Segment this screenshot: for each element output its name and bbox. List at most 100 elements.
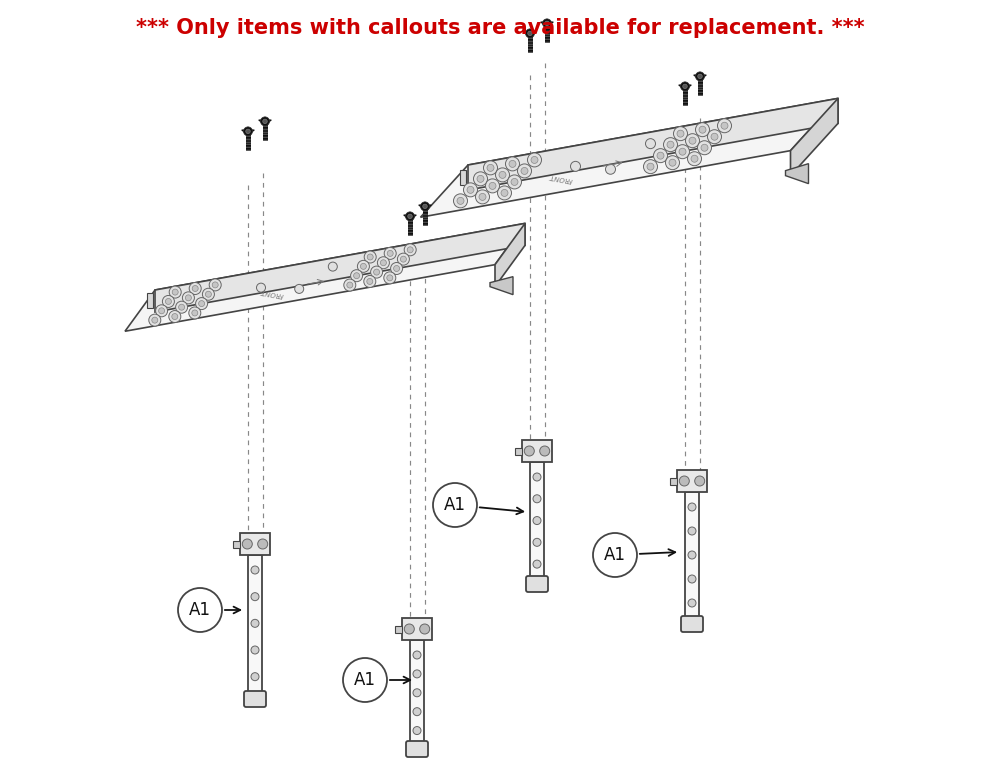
Polygon shape — [420, 98, 838, 218]
Polygon shape — [694, 75, 706, 78]
Circle shape — [498, 186, 512, 200]
Circle shape — [169, 311, 181, 322]
Circle shape — [251, 673, 259, 681]
Circle shape — [657, 152, 664, 159]
Polygon shape — [541, 22, 553, 25]
Circle shape — [172, 314, 178, 320]
Circle shape — [165, 298, 171, 305]
Circle shape — [464, 183, 478, 197]
Circle shape — [178, 588, 222, 632]
Circle shape — [457, 198, 464, 205]
Circle shape — [407, 247, 413, 253]
Circle shape — [152, 317, 158, 323]
Circle shape — [644, 160, 658, 174]
Circle shape — [413, 707, 421, 716]
Circle shape — [654, 148, 668, 163]
Circle shape — [413, 670, 421, 678]
Circle shape — [176, 301, 188, 313]
Circle shape — [384, 248, 396, 259]
Polygon shape — [419, 205, 431, 208]
Circle shape — [679, 476, 689, 486]
Polygon shape — [242, 130, 254, 134]
Circle shape — [364, 251, 376, 263]
Bar — [515, 448, 522, 454]
Circle shape — [400, 256, 406, 262]
Bar — [677, 470, 707, 492]
Circle shape — [433, 483, 477, 527]
Circle shape — [511, 178, 518, 185]
Circle shape — [688, 599, 696, 607]
Circle shape — [159, 308, 165, 314]
Circle shape — [499, 171, 506, 178]
Polygon shape — [460, 170, 466, 185]
Circle shape — [256, 283, 266, 292]
Circle shape — [413, 651, 421, 659]
Polygon shape — [679, 85, 691, 88]
Circle shape — [698, 141, 712, 155]
Circle shape — [533, 538, 541, 546]
Circle shape — [533, 494, 541, 503]
Circle shape — [251, 646, 259, 654]
Circle shape — [169, 286, 181, 298]
Bar — [233, 541, 240, 548]
Bar — [530, 462, 544, 580]
Circle shape — [347, 282, 353, 288]
Circle shape — [474, 171, 488, 186]
Circle shape — [528, 31, 532, 35]
Text: *** Only items with callouts are available for replacement. ***: *** Only items with callouts are availab… — [136, 18, 864, 38]
Polygon shape — [524, 32, 536, 35]
Circle shape — [676, 145, 690, 158]
Polygon shape — [404, 215, 416, 218]
Bar — [240, 533, 270, 555]
Circle shape — [711, 133, 718, 140]
Circle shape — [420, 201, 430, 211]
Circle shape — [179, 305, 185, 310]
Circle shape — [212, 282, 218, 288]
Circle shape — [384, 272, 396, 284]
Circle shape — [420, 624, 430, 634]
Circle shape — [263, 119, 267, 124]
Circle shape — [260, 117, 270, 126]
Circle shape — [387, 251, 393, 256]
Circle shape — [721, 122, 728, 129]
Circle shape — [647, 163, 654, 170]
Circle shape — [202, 288, 214, 300]
FancyBboxPatch shape — [681, 616, 703, 632]
Circle shape — [708, 130, 722, 144]
Circle shape — [696, 123, 710, 137]
Polygon shape — [468, 98, 838, 190]
Circle shape — [677, 130, 684, 137]
Circle shape — [343, 658, 387, 702]
Circle shape — [189, 307, 201, 319]
Circle shape — [533, 473, 541, 481]
Circle shape — [698, 74, 702, 78]
Bar — [670, 478, 677, 484]
Polygon shape — [155, 224, 525, 312]
Text: FRONT: FRONT — [548, 173, 573, 183]
Circle shape — [688, 551, 696, 559]
Polygon shape — [147, 293, 153, 308]
Circle shape — [718, 118, 732, 133]
Circle shape — [686, 134, 700, 148]
Circle shape — [646, 138, 656, 148]
Circle shape — [509, 161, 516, 168]
Circle shape — [489, 182, 496, 189]
Circle shape — [367, 254, 373, 260]
Circle shape — [695, 476, 705, 486]
Circle shape — [360, 263, 366, 269]
Bar — [395, 625, 402, 632]
Circle shape — [476, 190, 490, 204]
Circle shape — [524, 446, 534, 456]
Circle shape — [518, 164, 532, 178]
Circle shape — [467, 186, 474, 193]
Circle shape — [377, 257, 389, 268]
Bar — [410, 640, 424, 745]
Circle shape — [413, 689, 421, 697]
Circle shape — [205, 291, 211, 298]
Circle shape — [679, 148, 686, 155]
Circle shape — [406, 211, 415, 221]
Circle shape — [667, 141, 674, 148]
Text: A1: A1 — [354, 671, 376, 689]
Circle shape — [508, 175, 522, 189]
Circle shape — [344, 279, 356, 291]
